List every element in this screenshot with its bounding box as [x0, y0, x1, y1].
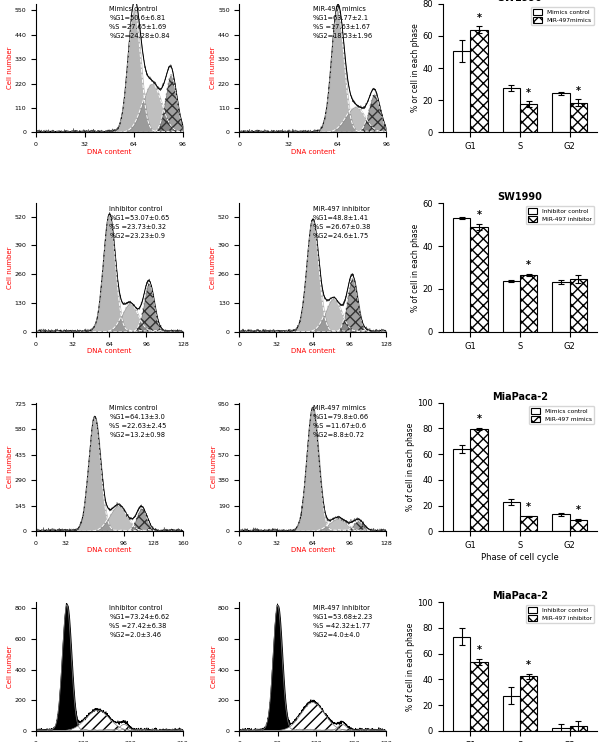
Bar [503, 88, 520, 132]
Text: *: * [476, 13, 481, 22]
Title: SW1990: SW1990 [497, 0, 542, 3]
Bar [503, 281, 520, 332]
Y-axis label: % of cell in each phase: % of cell in each phase [411, 223, 420, 312]
Bar [520, 104, 538, 132]
Bar [453, 637, 470, 731]
Text: *: * [576, 85, 581, 96]
Text: Mimics control
%G1=50.6±6.81
%S =27.65±1.69
%G2=24.28±0.84: Mimics control %G1=50.6±6.81 %S =27.65±1… [109, 6, 170, 39]
Bar [453, 51, 470, 132]
Y-axis label: % of cell in each phase: % of cell in each phase [406, 423, 415, 511]
Bar [503, 502, 520, 531]
Bar [569, 726, 587, 731]
Bar [470, 30, 488, 132]
Y-axis label: Cell number: Cell number [7, 446, 13, 488]
X-axis label: DNA content: DNA content [87, 148, 131, 154]
Bar [552, 729, 569, 731]
X-axis label: DNA content: DNA content [290, 348, 335, 354]
Text: *: * [526, 88, 531, 97]
X-axis label: DNA content: DNA content [290, 548, 335, 554]
Legend: Inhibitor control, MiR-497 inhibitor: Inhibitor control, MiR-497 inhibitor [526, 206, 594, 225]
Text: MiR-497 mimics
%G1=79.8±0.66
%S =11.67±0.6
%G2=8.8±0.72: MiR-497 mimics %G1=79.8±0.66 %S =11.67±0… [313, 405, 369, 439]
Text: *: * [576, 505, 581, 515]
Y-axis label: Cell number: Cell number [211, 246, 217, 289]
Bar [520, 516, 538, 531]
Bar [552, 93, 569, 132]
Bar [520, 677, 538, 731]
Y-axis label: Cell number: Cell number [211, 446, 217, 488]
Legend: Mimics control, MiR-497mimics: Mimics control, MiR-497mimics [531, 7, 594, 25]
Title: MiaPaca-2: MiaPaca-2 [492, 392, 548, 402]
Text: *: * [526, 260, 531, 270]
Title: MiaPaca-2: MiaPaca-2 [492, 591, 548, 602]
Y-axis label: Cell number: Cell number [211, 646, 217, 688]
X-axis label: DNA content: DNA content [290, 148, 335, 154]
Bar [552, 514, 569, 531]
Text: *: * [526, 502, 531, 512]
Bar [503, 695, 520, 731]
Text: *: * [476, 210, 481, 220]
Text: *: * [526, 660, 531, 670]
Bar [520, 275, 538, 332]
Text: MiR-497 mimics
%G1=63.77±2.1
%S =17.63±1.67
%G2=18.53±1.96: MiR-497 mimics %G1=63.77±2.1 %S =17.63±1… [313, 6, 373, 39]
Y-axis label: % of cell in each phase: % of cell in each phase [406, 623, 415, 711]
Text: MiR-497 Inhibitor
%G1=53.68±2.23
%S =42.32±1.77
%G2=4.0±4.0: MiR-497 Inhibitor %G1=53.68±2.23 %S =42.… [313, 605, 373, 637]
X-axis label: DNA content: DNA content [87, 548, 131, 554]
Text: Inhibitor control
%G1=53.07±0.65
%S =23.73±0.32
%G2=23.23±0.9: Inhibitor control %G1=53.07±0.65 %S =23.… [109, 206, 170, 239]
Bar [569, 520, 587, 531]
Text: Mimics control
%G1=64.13±3.0
%S =22.63±2.45
%G2=13.2±0.98: Mimics control %G1=64.13±3.0 %S =22.63±2… [109, 405, 167, 439]
X-axis label: DNA content: DNA content [87, 348, 131, 354]
Title: SW1990: SW1990 [497, 192, 542, 203]
Text: MiR-497 inhibitor
%G1=48.8±1.41
%S =26.67±0.38
%G2=24.6±1.75: MiR-497 inhibitor %G1=48.8±1.41 %S =26.6… [313, 206, 370, 239]
Text: *: * [476, 414, 481, 424]
Legend: Mimics control, MiR-497 mimics: Mimics control, MiR-497 mimics [529, 406, 594, 424]
X-axis label: Phase of cell cycle: Phase of cell cycle [481, 553, 559, 562]
Bar [569, 102, 587, 132]
Y-axis label: % or cell in each phase: % or cell in each phase [411, 24, 420, 113]
Bar [470, 429, 488, 531]
Y-axis label: Cell number: Cell number [7, 246, 13, 289]
Bar [569, 279, 587, 332]
Bar [453, 449, 470, 531]
Legend: Inhibitor control, MiR-497 inhibitor: Inhibitor control, MiR-497 inhibitor [526, 605, 594, 623]
Bar [470, 662, 488, 731]
Bar [552, 282, 569, 332]
Text: Inhibitor control
%G1=73.24±6.62
%S =27.42±6.38
%G2=2.0±3.46: Inhibitor control %G1=73.24±6.62 %S =27.… [109, 605, 170, 637]
Y-axis label: Cell number: Cell number [211, 47, 217, 89]
Text: *: * [476, 645, 481, 655]
Bar [470, 227, 488, 332]
Y-axis label: Cell number: Cell number [7, 47, 13, 89]
Y-axis label: Cell number: Cell number [7, 646, 13, 688]
Bar [453, 218, 470, 332]
